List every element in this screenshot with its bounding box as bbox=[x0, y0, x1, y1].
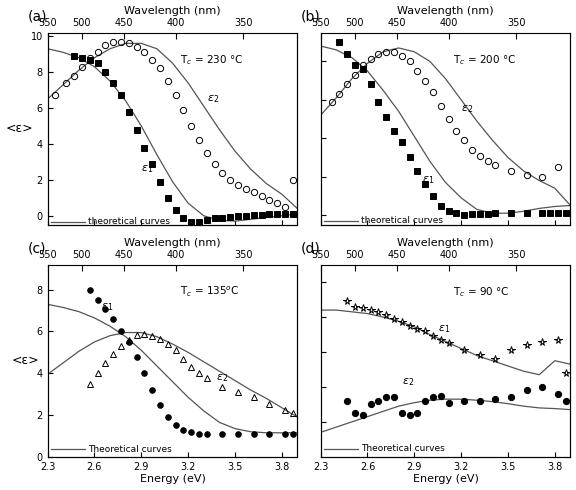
Text: (c): (c) bbox=[28, 242, 46, 256]
Text: (d): (d) bbox=[301, 242, 320, 256]
Y-axis label: <ε>: <ε> bbox=[6, 122, 33, 135]
Text: $\varepsilon_1$: $\varepsilon_1$ bbox=[422, 174, 434, 186]
X-axis label: Wavelength (nm): Wavelength (nm) bbox=[397, 5, 494, 16]
X-axis label: Wavelength (nm): Wavelength (nm) bbox=[124, 5, 221, 16]
Text: $\varepsilon_1$: $\varepsilon_1$ bbox=[438, 323, 450, 335]
Text: T$_c$ = 200 °C: T$_c$ = 200 °C bbox=[453, 53, 516, 67]
Text: $\varepsilon_2$: $\varepsilon_2$ bbox=[207, 93, 219, 105]
Text: $\varepsilon_2$: $\varepsilon_2$ bbox=[402, 376, 414, 388]
X-axis label: Wavelength (nm): Wavelength (nm) bbox=[397, 238, 494, 247]
X-axis label: Energy (eV): Energy (eV) bbox=[139, 474, 206, 485]
Text: Theoretical curves: Theoretical curves bbox=[88, 445, 172, 454]
Text: (a): (a) bbox=[28, 9, 47, 24]
Text: $\varepsilon_1$: $\varepsilon_1$ bbox=[101, 301, 113, 314]
X-axis label: Wavelength (nm): Wavelength (nm) bbox=[124, 238, 221, 247]
Y-axis label: <ε>: <ε> bbox=[12, 354, 39, 367]
Text: T$_c$ = 230 °C: T$_c$ = 230 °C bbox=[180, 53, 243, 67]
Text: $\varepsilon_1$: $\varepsilon_1$ bbox=[141, 163, 154, 175]
Text: theoretical curves: theoretical curves bbox=[88, 217, 170, 226]
X-axis label: Energy (eV): Energy (eV) bbox=[412, 474, 479, 485]
Text: Theoretical curves: Theoretical curves bbox=[361, 444, 445, 453]
Text: theoretical curves: theoretical curves bbox=[361, 217, 443, 225]
Text: (b): (b) bbox=[301, 9, 320, 24]
Text: T$_c$ = 135$^o$C: T$_c$ = 135$^o$C bbox=[180, 285, 240, 299]
Text: T$_c$ = 90 °C: T$_c$ = 90 °C bbox=[453, 285, 510, 299]
Text: $\varepsilon_2$: $\varepsilon_2$ bbox=[216, 372, 229, 384]
Text: $\varepsilon_2$: $\varepsilon_2$ bbox=[461, 103, 473, 115]
